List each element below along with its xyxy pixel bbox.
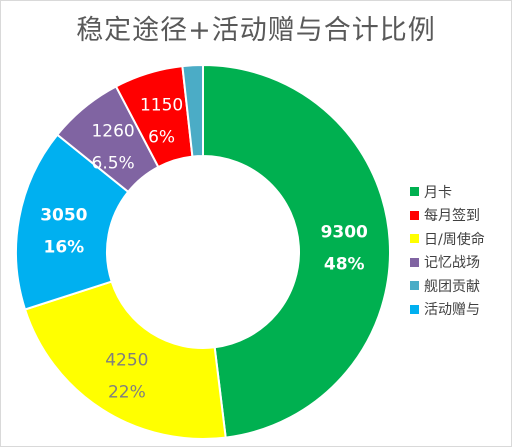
slice-2 [15, 133, 130, 311]
percent-label-3: 6.5% [92, 154, 135, 174]
value-label-4: 1150 [140, 96, 183, 116]
legend-label: 每月签到 [424, 208, 480, 225]
slice-1 [23, 280, 227, 440]
slice-5 [181, 63, 204, 158]
legend-item-1: 每月签到 [410, 204, 485, 228]
legend-swatch [410, 304, 419, 314]
legend-swatch [410, 187, 419, 197]
legend-label: 记忆战场 [424, 255, 480, 272]
legend-label: 月卡 [424, 184, 452, 201]
percent-label-2: 16% [44, 237, 85, 257]
legend-item-2: 日/周使命 [410, 227, 485, 251]
legend-swatch [410, 257, 419, 267]
value-label-2: 3050 [40, 205, 87, 225]
legend-label: 舰团贡献 [424, 278, 480, 295]
percent-label-4: 6% [148, 128, 175, 148]
legend-item-0: 月卡 [410, 180, 485, 204]
legend-label: 日/周使命 [424, 231, 485, 248]
value-label-3: 1260 [91, 122, 134, 142]
chart-legend: 月卡每月签到日/周使命记忆战场舰团贡献活动赠与 [410, 180, 485, 321]
legend-item-4: 舰团贡献 [410, 274, 485, 298]
legend-item-3: 记忆战场 [410, 251, 485, 275]
percent-label-0: 48% [324, 254, 365, 274]
legend-swatch [410, 210, 419, 220]
legend-swatch [410, 234, 419, 244]
percent-label-1: 22% [108, 382, 146, 402]
legend-item-5: 活动赠与 [410, 298, 485, 322]
legend-swatch [410, 281, 419, 291]
chart-title: 稳定途径+活动赠与合计比例 [76, 15, 436, 46]
value-label-0: 9300 [321, 222, 368, 242]
value-label-1: 4250 [105, 350, 148, 370]
legend-label: 活动赠与 [424, 302, 480, 319]
slice-0 [202, 63, 391, 439]
